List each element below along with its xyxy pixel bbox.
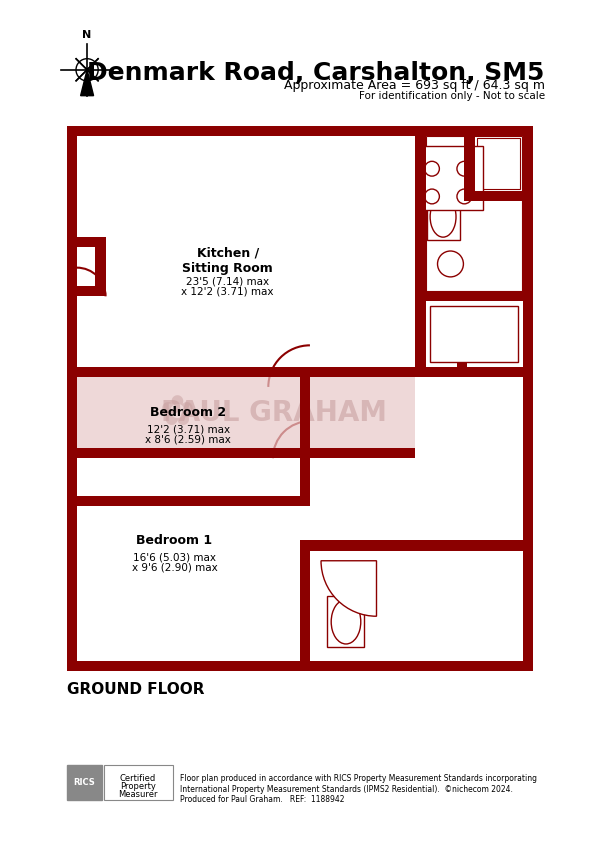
Bar — [67, 496, 310, 506]
Text: RICS: RICS — [73, 778, 95, 787]
Text: x 9'6 (2.90) max: x 9'6 (2.90) max — [131, 563, 217, 572]
Bar — [415, 291, 523, 301]
Text: 16'6 (5.03) max: 16'6 (5.03) max — [133, 553, 216, 562]
Bar — [464, 191, 523, 201]
Bar — [67, 126, 533, 137]
Bar — [430, 305, 518, 362]
Bar — [464, 137, 475, 201]
Bar — [67, 661, 533, 671]
Bar — [406, 126, 416, 386]
Text: x 8'6 (2.59) max: x 8'6 (2.59) max — [145, 435, 231, 444]
Bar — [67, 376, 533, 386]
Text: Floor plan produced in accordance with RICS Property Measurement Standards incor: Floor plan produced in accordance with R… — [179, 774, 536, 804]
Bar — [464, 191, 523, 201]
Bar — [300, 540, 523, 550]
Bar — [67, 366, 523, 377]
Text: For identification only - Not to scale: For identification only - Not to scale — [359, 91, 545, 101]
Bar — [300, 377, 310, 506]
Bar — [67, 126, 77, 671]
Bar — [77, 377, 415, 448]
Bar — [304, 255, 314, 386]
Polygon shape — [80, 70, 94, 96]
Bar — [415, 137, 425, 377]
Text: Property: Property — [120, 782, 156, 791]
Text: ✿: ✿ — [160, 392, 194, 434]
Text: Measurer: Measurer — [118, 790, 158, 799]
Text: 23'5 (7.14) max: 23'5 (7.14) max — [186, 276, 269, 286]
Text: Bedroom 1: Bedroom 1 — [136, 534, 212, 547]
Bar — [523, 126, 533, 671]
Bar — [67, 126, 77, 671]
Text: PAUL GRAHAM: PAUL GRAHAM — [161, 399, 387, 427]
Bar — [328, 596, 364, 647]
Bar — [523, 126, 533, 671]
Bar — [300, 550, 310, 661]
Bar — [300, 540, 523, 550]
Text: x 12'2 (3.71) max: x 12'2 (3.71) max — [181, 287, 274, 296]
Bar — [423, 146, 483, 210]
Bar — [67, 661, 533, 671]
Bar — [67, 448, 415, 458]
Bar — [300, 377, 310, 458]
Text: GROUND FLOOR: GROUND FLOOR — [67, 682, 204, 697]
Bar — [77, 286, 106, 296]
Bar — [425, 137, 521, 291]
Bar — [77, 237, 106, 248]
Bar — [77, 137, 523, 661]
Bar — [477, 138, 520, 189]
Bar — [95, 237, 106, 296]
Text: Approximate Area = 693 sq ft / 64.3 sq m: Approximate Area = 693 sq ft / 64.3 sq m — [284, 79, 545, 92]
Bar — [415, 291, 523, 301]
Text: Kitchen /
Sitting Room: Kitchen / Sitting Room — [182, 247, 273, 275]
Bar — [67, 126, 533, 137]
Bar — [95, 237, 106, 296]
Bar — [67, 366, 523, 377]
Bar — [67, 448, 415, 458]
Bar — [457, 340, 467, 377]
Bar — [77, 286, 106, 296]
Text: Bedroom 2: Bedroom 2 — [150, 406, 226, 419]
Bar — [464, 137, 475, 201]
Bar — [300, 366, 310, 458]
Bar — [104, 765, 173, 801]
Bar — [67, 661, 533, 671]
Wedge shape — [321, 561, 377, 616]
Bar — [523, 126, 533, 671]
Text: 12'2 (3.71) max: 12'2 (3.71) max — [147, 425, 230, 434]
Text: N: N — [82, 31, 92, 40]
Bar — [77, 237, 106, 248]
Bar — [67, 765, 102, 801]
Bar — [67, 126, 77, 671]
Bar — [67, 126, 533, 137]
Text: Denmark Road, Carshalton, SM5: Denmark Road, Carshalton, SM5 — [88, 60, 545, 85]
Bar — [415, 137, 425, 377]
Bar — [427, 193, 460, 240]
Text: Certified: Certified — [120, 773, 156, 783]
